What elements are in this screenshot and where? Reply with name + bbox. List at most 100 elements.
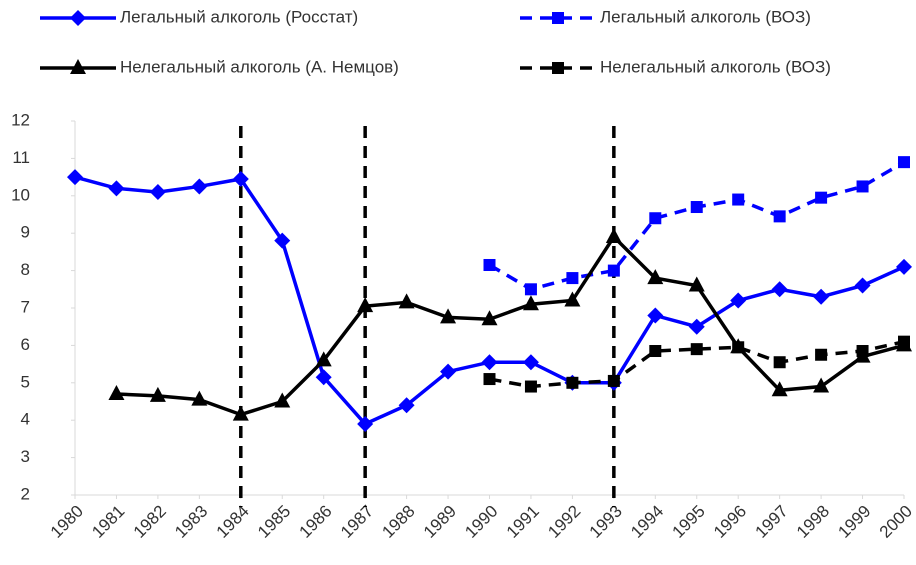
marker [773, 356, 786, 369]
marker [732, 193, 745, 206]
legend-marker [552, 12, 564, 24]
x-tick-label: 1984 [213, 502, 253, 542]
x-tick-label: 1992 [544, 502, 584, 542]
series-line [489, 339, 905, 389]
y-tick-label: 8 [21, 260, 30, 279]
series-line [488, 160, 905, 292]
marker [357, 297, 374, 313]
marker [732, 341, 745, 354]
y-tick-label: 9 [21, 223, 30, 242]
marker [483, 373, 496, 386]
x-tick-label: 1982 [130, 502, 170, 542]
x-tick-label: 1987 [337, 502, 377, 542]
series-line [116, 234, 905, 417]
marker [191, 178, 208, 195]
x-tick-label: 1995 [669, 502, 709, 542]
series [108, 227, 912, 421]
series [483, 335, 910, 393]
legend-label: Нелегальный алкоголь (А. Немцов) [120, 57, 399, 76]
marker [605, 227, 622, 243]
marker [688, 276, 705, 292]
x-tick-label: 1989 [420, 502, 460, 542]
marker [688, 318, 705, 335]
legend-item: Легальный алкоголь (Росстат) [40, 7, 358, 26]
marker [566, 272, 579, 285]
marker [315, 351, 332, 367]
marker [607, 374, 620, 387]
marker [67, 169, 83, 186]
marker [274, 232, 291, 249]
y-tick-label: 5 [21, 372, 30, 391]
marker [108, 385, 125, 401]
marker [815, 191, 828, 204]
marker [524, 283, 537, 296]
marker [481, 310, 498, 326]
marker [232, 170, 249, 187]
x-tick-label: 1986 [296, 502, 336, 542]
y-tick-label: 2 [21, 484, 30, 503]
marker [771, 381, 788, 397]
marker [690, 343, 703, 356]
marker [815, 348, 828, 361]
marker [690, 201, 703, 214]
marker [647, 307, 664, 324]
y-tick-label: 10 [11, 185, 30, 204]
marker [856, 180, 869, 193]
marker [440, 308, 457, 324]
x-tick-label: 1998 [793, 502, 833, 542]
marker [647, 269, 664, 285]
marker [813, 288, 830, 305]
marker [856, 345, 869, 358]
legend-item: Нелегальный алкоголь (А. Немцов) [40, 57, 399, 76]
y-tick-label: 6 [21, 335, 30, 354]
marker [524, 380, 537, 393]
marker [481, 354, 498, 371]
x-tick-label: 1988 [378, 502, 418, 542]
x-tick-label: 1993 [586, 502, 626, 542]
y-tick-label: 4 [21, 410, 30, 429]
legend-item: Легальный алкоголь (ВОЗ) [520, 7, 811, 26]
series [483, 156, 910, 296]
marker [315, 369, 332, 386]
marker [771, 281, 788, 298]
marker [522, 354, 539, 371]
marker [813, 377, 830, 393]
legend-label: Нелегальный алкоголь (ВОЗ) [600, 57, 831, 76]
legend-label: Легальный алкоголь (Росстат) [120, 7, 358, 26]
x-tick-label: 2000 [876, 502, 916, 542]
marker [149, 184, 166, 201]
x-tick-label: 1996 [710, 502, 750, 542]
y-tick-label: 11 [12, 148, 30, 167]
x-tick-label: 1997 [751, 502, 791, 542]
marker [566, 376, 579, 389]
marker [483, 258, 496, 271]
legend-marker [70, 10, 86, 26]
marker [730, 292, 747, 309]
marker [854, 277, 871, 294]
x-tick-label: 1985 [254, 502, 294, 542]
x-tick-label: 1991 [503, 502, 543, 542]
legend-item: Нелегальный алкоголь (ВОЗ) [520, 57, 831, 76]
marker [191, 390, 208, 406]
marker [649, 212, 662, 225]
y-tick-label: 7 [21, 297, 30, 316]
marker [108, 180, 125, 197]
marker [898, 156, 910, 169]
y-tick-label: 3 [21, 447, 30, 466]
x-tick-label: 1990 [461, 502, 501, 542]
marker [440, 363, 457, 380]
marker [149, 386, 166, 402]
legend-marker [70, 59, 86, 74]
legend-label: Легальный алкоголь (ВОЗ) [600, 7, 811, 26]
marker [398, 293, 415, 309]
marker [898, 335, 910, 348]
marker [357, 415, 374, 432]
marker [522, 295, 539, 311]
marker [274, 392, 291, 408]
marker [607, 264, 620, 277]
marker [398, 397, 415, 414]
y-tick-label: 12 [11, 110, 30, 129]
marker [649, 345, 662, 358]
x-tick-label: 1983 [171, 502, 211, 542]
